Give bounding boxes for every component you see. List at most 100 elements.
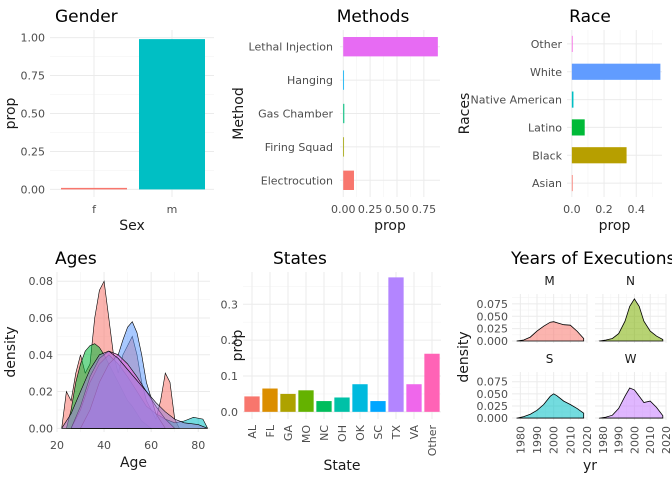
years-ytick: 0.025 <box>477 323 509 336</box>
years-xtick: 1990 <box>613 426 626 454</box>
ages-xtick: 60 <box>144 439 158 452</box>
methods-bar-firing-squad <box>343 137 345 157</box>
years-ylabel: density <box>456 331 472 382</box>
race-ylabel: Races <box>457 93 473 135</box>
methods-bar-gas-chamber <box>343 103 345 124</box>
ages-density-5 <box>61 350 208 429</box>
methods-ytick: Firing Squad <box>265 141 333 154</box>
states-bar-sc <box>370 401 386 412</box>
ages-ytick: 0.06 <box>29 312 54 325</box>
ages-title: Ages <box>55 249 97 269</box>
race-ytick: White <box>530 66 562 79</box>
years-ytick: 0.075 <box>477 298 509 311</box>
ages-ytick: 0.02 <box>29 386 54 399</box>
gender-xlabel: Sex <box>119 218 145 234</box>
years-n-density <box>598 298 664 342</box>
ages-xlabel: Age <box>120 455 147 471</box>
gender-ytick: 0.00 <box>21 183 46 196</box>
race-bar-other <box>571 35 573 52</box>
race-xtick: 0.2 <box>595 203 613 216</box>
ages-ytick: 0.04 <box>29 349 54 362</box>
states-ytick: 0.2 <box>221 334 239 347</box>
race-ytick: Other <box>531 38 563 51</box>
race-ytick: Asian <box>532 177 562 190</box>
race-bar-white <box>571 63 661 80</box>
race-xlabel: prop <box>599 218 631 234</box>
methods-xtick: 0.75 <box>412 203 437 216</box>
ages-xtick: 20 <box>50 439 64 452</box>
methods-ytick: Hanging <box>287 74 333 87</box>
states-bar-other <box>424 353 440 412</box>
years-ytick: 0.075 <box>477 376 509 389</box>
states-title: States <box>273 249 327 269</box>
years-w-strip-label: W <box>625 352 637 366</box>
methods-ytick: Electrocution <box>261 174 333 187</box>
years-m-strip-label: M <box>544 274 554 288</box>
states-xlabel: State <box>323 458 360 474</box>
years-ytick: 0.050 <box>477 388 509 401</box>
states-xtick: AL <box>246 424 259 439</box>
ages-ylabel: density <box>3 326 19 377</box>
years-xtick: 2000 <box>548 426 561 454</box>
years-ytick: 0.025 <box>477 400 509 413</box>
race-xtick: 0.4 <box>627 203 645 216</box>
years-ytick: 0.000 <box>477 335 509 348</box>
states-bar-mo <box>298 390 314 412</box>
years-xlabel: yr <box>583 458 597 474</box>
states-xtick: OK <box>354 424 367 441</box>
states-bar-ga <box>280 393 296 412</box>
ages-ytick: 0.08 <box>29 275 54 288</box>
years-xtick: 2020 <box>581 426 594 454</box>
states-bar-al <box>244 396 260 412</box>
years-s-density <box>516 393 585 419</box>
methods-xtick: 0.25 <box>358 203 383 216</box>
race-bar-latino <box>571 119 585 136</box>
race-bar-native-american <box>571 91 574 108</box>
methods-xtick: 0.50 <box>385 203 410 216</box>
methods-ytick: Lethal Injection <box>249 41 333 54</box>
years-ytick: 0.000 <box>477 412 509 425</box>
years-xtick: 1980 <box>597 426 610 454</box>
states-xtick: TX <box>390 425 403 441</box>
gender-bar-m <box>139 39 205 190</box>
years-xtick: 1990 <box>531 426 544 454</box>
years-n-strip-label: N <box>626 274 635 288</box>
gender-ylabel: prop <box>3 97 19 129</box>
states-bar-va <box>406 384 422 412</box>
years-xtick: 2000 <box>628 426 641 454</box>
race-bar-asian <box>571 175 573 192</box>
ages-xtick: 40 <box>97 439 111 452</box>
methods-ytick: Gas Chamber <box>258 108 333 121</box>
gender-ytick: 1.00 <box>21 32 46 45</box>
states-bar-tx <box>388 277 404 412</box>
methods-bar-lethal-injection <box>343 37 438 57</box>
race-ytick: Latino <box>528 121 562 134</box>
ages-ytick: 0.00 <box>29 422 54 435</box>
states-ytick: 0.3 <box>221 298 239 311</box>
gender-title: Gender <box>55 7 118 27</box>
race-bar-black <box>571 147 627 164</box>
race-xtick: 0.0 <box>563 203 581 216</box>
years-m-density <box>516 321 585 342</box>
states-xtick: Other <box>426 425 439 457</box>
years-xtick: 2020 <box>660 426 672 454</box>
states-ylabel: prop <box>230 329 246 361</box>
states-xtick: VA <box>408 425 421 440</box>
states-xtick: OH <box>336 425 349 442</box>
years-xtick: 2010 <box>564 426 577 454</box>
gender-ytick: 0.50 <box>21 108 46 121</box>
ages-xtick: 80 <box>191 439 205 452</box>
years-s-strip-label: S <box>546 352 554 366</box>
states-bar-oh <box>334 397 350 412</box>
years-ytick: 0.050 <box>477 310 509 323</box>
states-bar-fl <box>262 388 278 412</box>
states-bar-nc <box>316 401 332 412</box>
years-title: Years of Executions <box>510 249 672 269</box>
years-xtick: 2010 <box>644 426 657 454</box>
methods-bar-hanging <box>343 70 345 90</box>
states-ytick: 0.1 <box>221 370 239 383</box>
race-ytick: Native American <box>471 94 562 107</box>
years-w-density <box>598 387 664 419</box>
race-ytick: Black <box>532 149 562 162</box>
